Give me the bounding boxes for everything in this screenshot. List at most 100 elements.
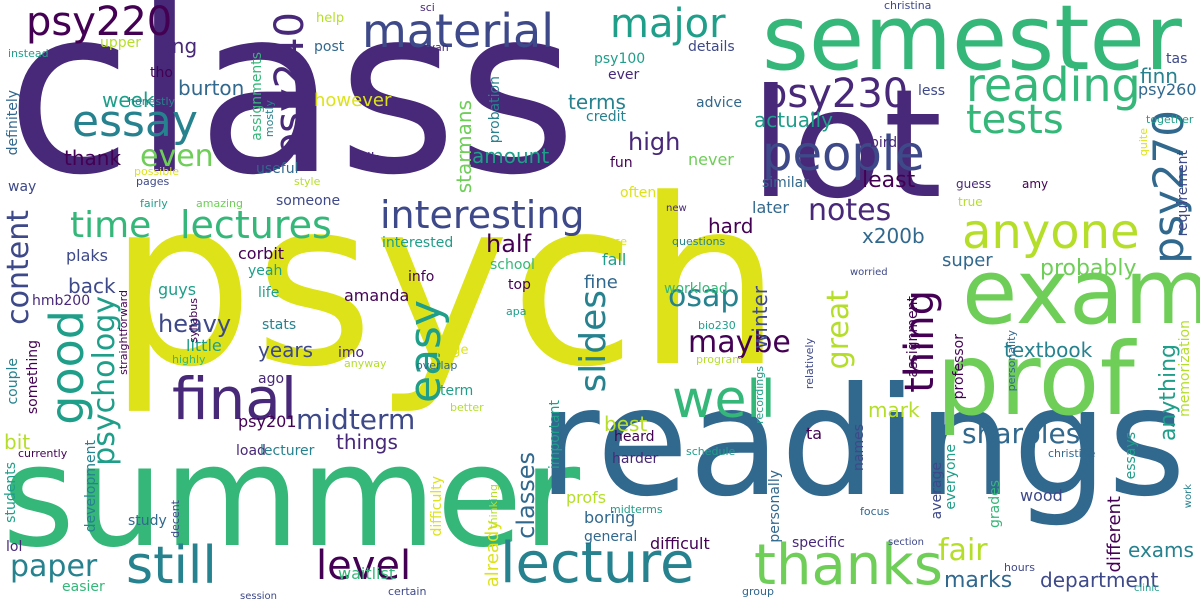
word-way: way [8, 179, 37, 195]
word-amy: amy [1022, 177, 1049, 191]
word-mark: mark [868, 398, 920, 422]
word-anyone: anyone [962, 204, 1140, 260]
word-info: info [408, 269, 435, 285]
word-well: well [672, 370, 776, 430]
word-time: time [70, 205, 152, 246]
word-interested: interested [382, 235, 454, 251]
word-amanda: amanda [344, 286, 410, 305]
word-mostly: mostly [263, 100, 276, 138]
word-names: names [851, 424, 867, 471]
word-fall: fall [602, 250, 627, 269]
word-x200b: x200b [862, 224, 925, 248]
word-starmans: starmans [452, 100, 476, 194]
word-average: average [929, 462, 945, 520]
word-lot: lot [750, 58, 943, 232]
word-someone: someone [276, 193, 341, 209]
word-fine: fine [584, 272, 618, 293]
word-already: already [482, 520, 503, 588]
word-work: work [1183, 484, 1194, 509]
word-new: new [666, 203, 687, 214]
word-fairly: fairly [140, 197, 168, 210]
word-experience: experience [566, 235, 627, 248]
word-notes: notes [808, 193, 892, 228]
word-paper: paper [10, 549, 98, 584]
word-requirement: requirement [1175, 150, 1191, 237]
word-possible: possible [134, 165, 180, 178]
word-even: even [140, 139, 214, 174]
word-bio230: bio230 [698, 319, 736, 332]
word-interesting: interesting [380, 193, 585, 237]
word-wood: wood [1020, 486, 1063, 505]
word-help: help [316, 11, 345, 26]
word-together: together [1146, 113, 1194, 126]
word-session: session [240, 591, 278, 600]
word-ago: ago [258, 371, 285, 387]
word-super: super [942, 250, 993, 271]
word-harder: harder [612, 451, 659, 467]
word-essay: essay [72, 96, 198, 147]
word-christine: christine [1048, 447, 1096, 460]
word-anyway: anyway [344, 357, 387, 370]
word-sharples: sharples [962, 417, 1081, 450]
word-high: high [628, 128, 681, 156]
word-top: top [508, 277, 531, 293]
word-lectures: lectures [180, 203, 332, 247]
word-couple: couple [5, 358, 21, 405]
word-imo: imo [338, 345, 365, 361]
word-assignment: assignment [905, 296, 921, 378]
word-slides: slides [573, 290, 614, 393]
word-bird: bird [870, 135, 898, 151]
word-school: school [490, 257, 535, 273]
word-least: least [862, 168, 916, 193]
word-prof: prof [936, 321, 1135, 438]
word-psy100: psy100 [594, 51, 646, 67]
word-relatively: relatively [803, 338, 816, 390]
word-currently: currently [18, 447, 68, 460]
word-sci: sci [420, 1, 435, 14]
word-semester: semester [762, 0, 1182, 91]
word-questions: questions [672, 235, 726, 248]
word-long: long [154, 34, 198, 58]
word-final: final [172, 365, 297, 433]
word-study: study [128, 513, 167, 529]
word-winter: winter [748, 286, 772, 349]
word-finn: finn [1140, 64, 1178, 88]
word-material: material [362, 4, 554, 58]
word-guess: guess [956, 177, 992, 191]
word-credit: credit [586, 109, 627, 125]
word-years: years [258, 338, 314, 362]
word-clinic: clinic [1134, 583, 1160, 594]
word-marks: marks [944, 568, 1013, 593]
word-corbit: corbit [238, 244, 285, 263]
word-guys: guys [158, 280, 197, 299]
word-life: life [258, 285, 280, 301]
word-thanks: thanks [754, 533, 943, 598]
word-development: development [83, 440, 99, 533]
word-often: often [620, 185, 657, 201]
word-program: program [696, 353, 743, 366]
word-burton: burton [178, 76, 245, 100]
word-instead: instead [8, 47, 49, 60]
word-heavy: heavy [158, 310, 232, 338]
word-level: level [316, 543, 412, 589]
word-specific: specific [792, 535, 845, 551]
word-something: something [25, 340, 41, 415]
word-better: better [450, 401, 484, 414]
word-profs: profs [566, 488, 607, 507]
word-hard: hard [708, 214, 754, 238]
word-advice: advice [696, 95, 742, 111]
word-definitely: definitely [5, 90, 21, 156]
word-good: good [40, 310, 94, 425]
word-decent: decent [169, 500, 182, 538]
word-christina: christina [884, 0, 932, 12]
word-plaks: plaks [66, 246, 109, 265]
word-lecture: lecture [500, 531, 695, 596]
word-osap: osap [668, 279, 740, 314]
word-focus: focus [860, 505, 890, 518]
word-important: important [547, 400, 563, 470]
word-things: things [336, 430, 398, 454]
word-half: half [486, 230, 532, 258]
word-easier: easier [62, 579, 105, 595]
word-thinking: thinking [487, 484, 500, 529]
word-upper: upper [100, 35, 142, 51]
